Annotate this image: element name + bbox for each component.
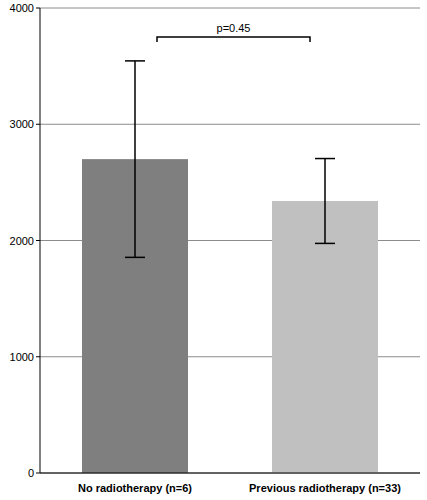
grid-line	[40, 124, 420, 125]
page: {"chart_data": {"type": "bar", "categori…	[0, 0, 427, 500]
y-tick-label: 3000	[10, 118, 34, 130]
bars	[82, 61, 378, 473]
x-tick-label: Previous radiotherapy (n=33)	[249, 482, 401, 494]
y-tick-label: 4000	[10, 2, 34, 14]
y-tick	[36, 8, 40, 9]
y-tick	[36, 240, 40, 241]
y-tick-label: 1000	[10, 351, 34, 363]
chart-container: 0 1000 2000 3000 4000 No radiotherapy (n=6) Pr…	[0, 0, 427, 500]
axes: 0 1000 2000 3000 4000 No radiotherapy (n=6) Pr…	[10, 2, 420, 494]
annotation: p=0.45	[217, 22, 251, 34]
error-bar	[125, 61, 145, 257]
significance-bracket: p=0.45	[157, 22, 310, 42]
y-tick-label: 0	[28, 467, 34, 479]
grid-line	[40, 8, 420, 9]
grid	[40, 8, 420, 473]
y-tick-label: 2000	[10, 235, 34, 247]
y-tick	[36, 473, 40, 474]
error-line	[134, 61, 136, 257]
x-tick-label: No radiotherapy (n=6)	[78, 482, 192, 494]
y-tick	[36, 356, 40, 357]
error-cap	[125, 60, 145, 62]
grid-line	[40, 473, 420, 474]
y-tick	[36, 124, 40, 125]
bracket-line	[157, 37, 310, 42]
error-cap	[315, 243, 335, 245]
error-line	[324, 159, 326, 244]
x-axis-line	[40, 473, 420, 474]
error-bar	[315, 159, 335, 244]
chart-svg: 0 1000 2000 3000 4000 No radiotherapy (n=6) Pr…	[0, 0, 427, 500]
error-cap	[125, 257, 145, 259]
error-cap	[315, 158, 335, 160]
